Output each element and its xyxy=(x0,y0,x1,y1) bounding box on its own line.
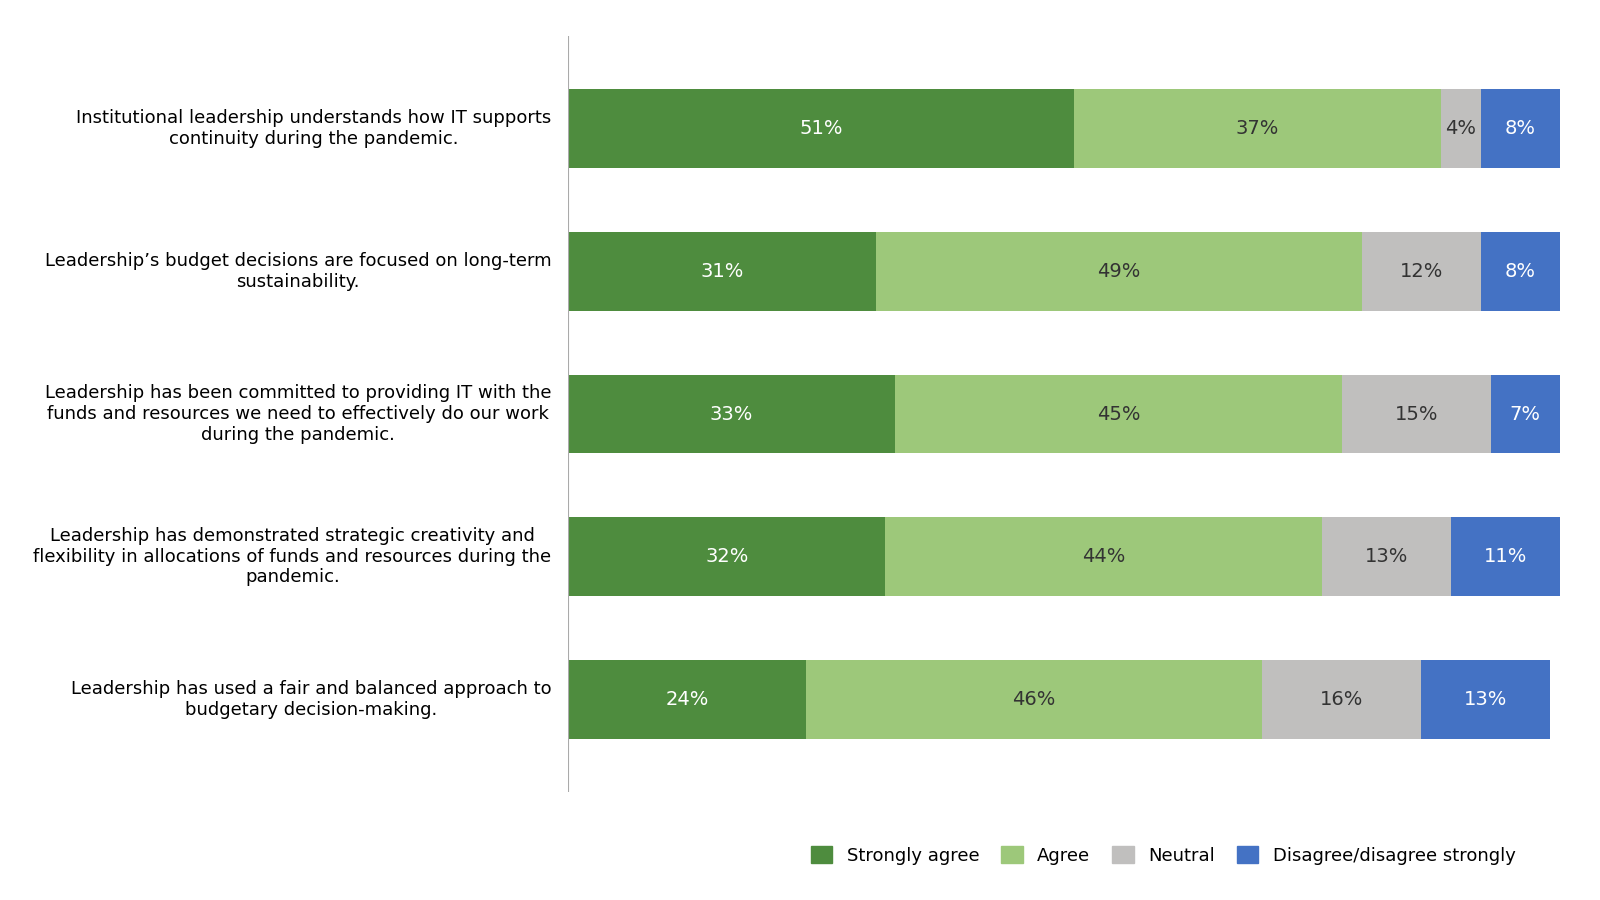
Bar xyxy=(806,660,1262,739)
Text: 11%: 11% xyxy=(1483,547,1526,566)
Text: 37%: 37% xyxy=(1235,119,1278,139)
Bar xyxy=(1451,518,1560,596)
Bar xyxy=(1491,374,1560,454)
Text: 7%: 7% xyxy=(1510,404,1541,424)
Text: 24%: 24% xyxy=(666,689,709,709)
Text: 44%: 44% xyxy=(1082,547,1125,566)
Text: 8%: 8% xyxy=(1506,119,1536,139)
Bar xyxy=(568,89,1074,168)
Legend: Strongly agree, Agree, Neutral, Disagree/disagree strongly: Strongly agree, Agree, Neutral, Disagree… xyxy=(811,846,1515,865)
Bar xyxy=(896,374,1342,454)
Text: 13%: 13% xyxy=(1365,547,1408,566)
Text: 31%: 31% xyxy=(701,262,744,281)
Text: 4%: 4% xyxy=(1445,119,1477,139)
Text: 15%: 15% xyxy=(1395,404,1438,424)
Text: 32%: 32% xyxy=(706,547,749,566)
Bar xyxy=(1074,89,1442,168)
Bar xyxy=(875,232,1362,310)
Bar xyxy=(1480,89,1560,168)
Bar xyxy=(1442,89,1480,168)
Bar xyxy=(568,232,875,310)
Bar xyxy=(885,518,1322,596)
Text: 46%: 46% xyxy=(1013,689,1056,709)
Text: 33%: 33% xyxy=(710,404,754,424)
Text: 12%: 12% xyxy=(1400,262,1443,281)
Text: 16%: 16% xyxy=(1320,689,1363,709)
Bar xyxy=(1362,232,1480,310)
Bar xyxy=(1480,232,1560,310)
Text: 49%: 49% xyxy=(1098,262,1141,281)
Bar xyxy=(1322,518,1451,596)
Bar xyxy=(1421,660,1550,739)
Text: 13%: 13% xyxy=(1464,689,1507,709)
Bar xyxy=(568,518,885,596)
Text: 8%: 8% xyxy=(1506,262,1536,281)
Text: 51%: 51% xyxy=(800,119,843,139)
Bar xyxy=(568,374,896,454)
Bar xyxy=(568,660,806,739)
Bar xyxy=(1262,660,1421,739)
Bar xyxy=(1342,374,1491,454)
Text: 45%: 45% xyxy=(1098,404,1141,424)
